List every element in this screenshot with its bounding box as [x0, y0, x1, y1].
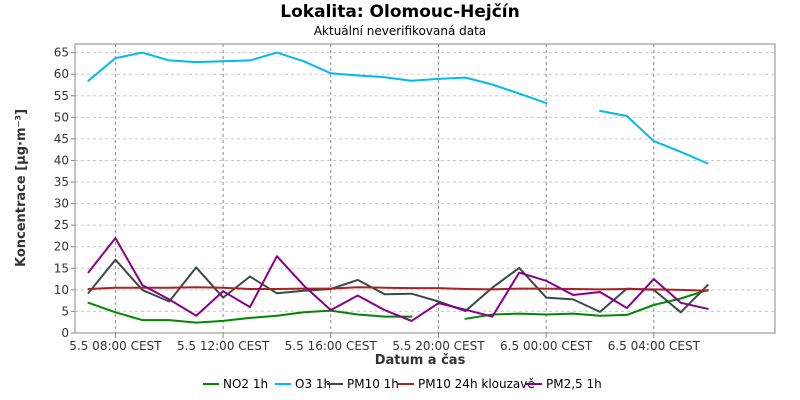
y-tick-label: 50: [54, 110, 69, 124]
legend-item[interactable]: PM10 1h: [347, 377, 399, 391]
legend-item[interactable]: PM2,5 1h: [546, 377, 602, 391]
grid: [75, 44, 775, 333]
x-tick-label: 5.5 12:00 CEST: [177, 339, 270, 353]
x-tick-label: 6.5 04:00 CEST: [608, 339, 701, 353]
legend-item[interactable]: O3 1h: [295, 377, 331, 391]
legend-item[interactable]: PM10 24h klouzavě: [418, 377, 535, 391]
series-line-o3-1h: [87, 51, 709, 165]
series-layer: [87, 51, 709, 324]
x-tick-label: 5.5 08:00 CEST: [69, 339, 162, 353]
chart-subtitle: Aktuální neverifikovaná data: [314, 24, 486, 38]
y-tick-label: 55: [54, 89, 69, 103]
x-tick-label: 5.5 20:00 CEST: [392, 339, 485, 353]
x-axis: 5.5 08:00 CEST 5.5 12:00 CEST 5.5 16:00 CE…: [69, 333, 701, 353]
y-tick-label: 15: [54, 261, 69, 275]
series-line-pm10-24h-klouzav: [87, 286, 709, 292]
legend-item[interactable]: NO2 1h: [223, 377, 268, 391]
legend: NO2 1h O3 1h PM10 1h PM10 24h klouzavě PM2,5…: [203, 377, 602, 391]
y-axis: 0 5 10 15 20 25 30 35 40 45 50 55 60 65: [54, 46, 75, 340]
series-line-pm10-1h: [87, 258, 709, 314]
x-tick-label: 6.5 00:00 CEST: [500, 339, 593, 353]
plot-frame: [74, 43, 776, 334]
y-tick-label: 0: [61, 326, 69, 340]
y-axis-label: Koncentrace [µg·m⁻³]: [14, 109, 29, 267]
y-tick-label: 35: [54, 175, 69, 189]
y-tick-label: 60: [54, 67, 69, 81]
y-tick-label: 25: [54, 218, 69, 232]
y-tick-label: 10: [54, 283, 69, 297]
series-line-pm2-5-1h: [87, 237, 709, 322]
x-axis-label: Datum a čas: [375, 353, 466, 368]
y-tick-label: 5: [61, 304, 69, 318]
y-tick-label: 45: [54, 132, 69, 146]
y-tick-label: 30: [54, 197, 69, 211]
y-tick-label: 65: [54, 46, 69, 60]
y-tick-label: 40: [54, 153, 69, 167]
y-tick-label: 20: [54, 240, 69, 254]
x-tick-label: 5.5 16:00 CEST: [285, 339, 378, 353]
chart-title: Lokalita: Olomouc-Hejčín: [280, 2, 519, 22]
